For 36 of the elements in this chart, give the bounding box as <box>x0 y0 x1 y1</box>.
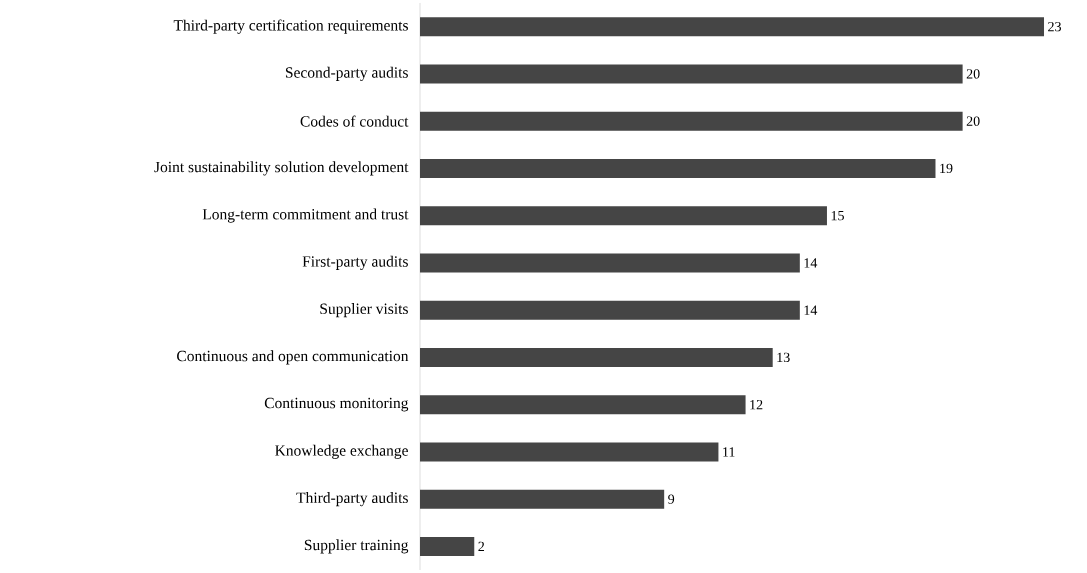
data-label: 2 <box>478 541 485 552</box>
data-label: 15 <box>831 210 844 221</box>
bar <box>420 347 773 367</box>
y-tick-label: Third-party audits <box>296 492 408 507</box>
y-tick-label: Supplier training <box>304 539 409 554</box>
data-label: 13 <box>777 352 790 363</box>
y-tick-label: Codes of conduct <box>300 115 409 127</box>
y-tick-label: Knowledge exchange <box>275 444 408 459</box>
data-label: 14 <box>804 258 818 268</box>
data-label: 9 <box>668 494 675 504</box>
bar <box>420 489 665 509</box>
y-tick-label: Long-term commitment and trust <box>202 208 409 223</box>
data-label: 23 <box>1048 21 1061 32</box>
bar <box>420 442 719 462</box>
data-label: 14 <box>804 305 818 315</box>
data-label: 12 <box>750 400 763 410</box>
data-label: 20 <box>966 69 980 79</box>
y-tick-label: Supplier visits <box>320 303 408 318</box>
bar <box>420 64 963 84</box>
bar <box>420 253 800 273</box>
bar <box>420 206 827 226</box>
y-tick-label: Continuous and open communication <box>177 350 409 365</box>
bar <box>420 395 746 415</box>
data-label: 19 <box>940 163 953 174</box>
data-label: 20 <box>966 116 980 126</box>
y-tick-label: First-party audits <box>302 255 408 270</box>
bar <box>420 111 963 131</box>
bar <box>420 17 1045 37</box>
bar <box>420 158 936 178</box>
data-label: 11 <box>723 447 735 457</box>
y-tick-label: Joint sustainability solution development <box>154 161 409 176</box>
bar <box>420 300 800 320</box>
y-tick-label: Continuous monitoring <box>264 397 409 412</box>
y-tick-label: Third-party certification requirements <box>173 19 408 34</box>
y-tick-label: Second-party audits <box>285 66 408 81</box>
bar <box>420 536 475 556</box>
